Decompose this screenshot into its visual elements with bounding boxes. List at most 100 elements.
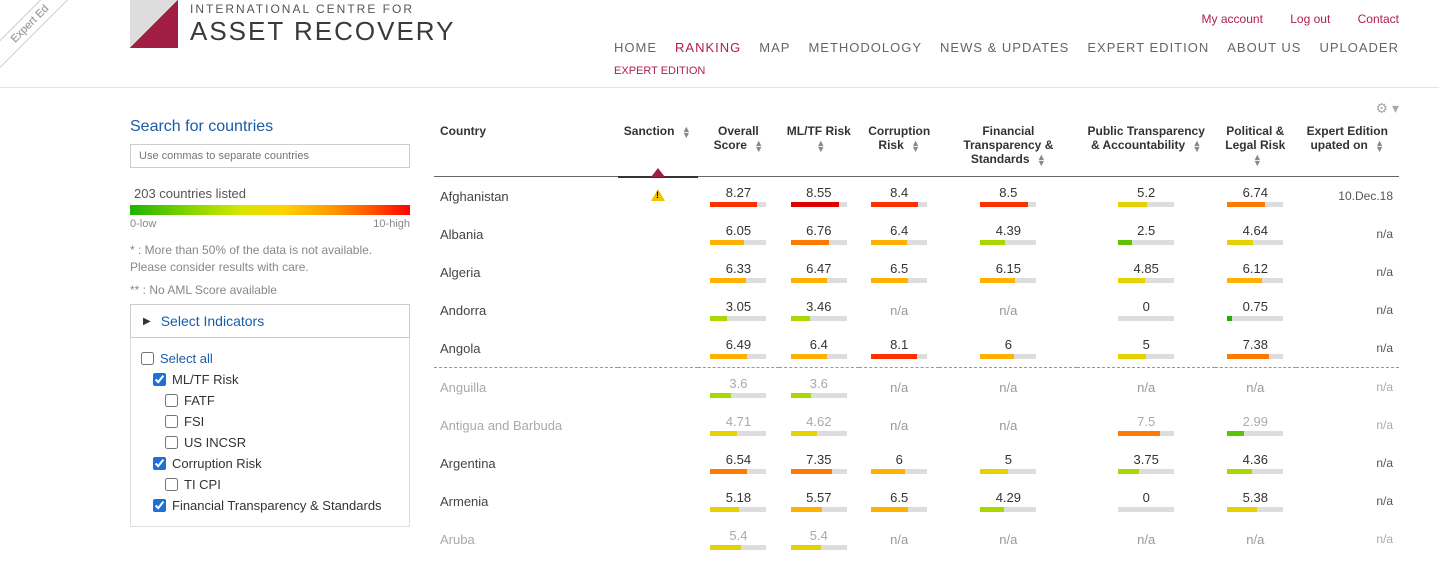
nav-expert-edition[interactable]: EXPERT EDITION (1087, 40, 1209, 55)
nav-ranking[interactable]: RANKING (675, 40, 741, 55)
score-cell: 8.5 (939, 177, 1077, 216)
fatf-label: FATF (184, 393, 215, 408)
na-value: n/a (999, 532, 1017, 547)
select-all-checkbox[interactable] (141, 352, 154, 365)
na-value: n/a (1246, 380, 1264, 395)
nav-home[interactable]: HOME (614, 40, 657, 55)
table-row[interactable]: Angola6.496.48.1657.38n/a (434, 329, 1399, 368)
score-cell: 5.57 (779, 482, 859, 520)
score-cell: 5.38 (1215, 482, 1295, 520)
table-row[interactable]: Anguilla3.63.6n/an/an/an/an/a (434, 368, 1399, 407)
mltf-checkbox[interactable] (153, 373, 166, 386)
nav-news-updates[interactable]: NEWS & UPDATES (940, 40, 1069, 55)
score-cell: 6.47 (779, 253, 859, 291)
col-header[interactable]: Financial Transparency & Standards ▲▼ (939, 118, 1077, 177)
sidebar: Search for countries 203 countries liste… (130, 118, 410, 558)
usincsr-label: US INCSR (184, 435, 246, 450)
sort-icon[interactable]: ▲▼ (1193, 140, 1202, 152)
table-row[interactable]: Aruba5.45.4n/an/an/an/an/a (434, 520, 1399, 558)
score-cell: 3.75 (1077, 444, 1215, 482)
col-header[interactable]: Political & Legal Risk ▲▼ (1215, 118, 1295, 177)
country-name: Aruba (440, 532, 475, 547)
table-row[interactable]: Andorra3.053.46n/an/a00.75n/a (434, 291, 1399, 329)
col-header[interactable]: Public Transparency & Accountability ▲▼ (1077, 118, 1215, 177)
logout-link[interactable]: Log out (1290, 12, 1330, 26)
fsi-checkbox[interactable] (165, 415, 178, 428)
my-account-link[interactable]: My account (1202, 12, 1263, 26)
warning-icon (651, 189, 665, 201)
country-name: Argentina (440, 456, 496, 471)
col-header[interactable]: ML/TF Risk ▲▼ (779, 118, 859, 177)
score-cell: 6 (939, 329, 1077, 368)
user-links: My account Log out Contact (614, 0, 1399, 26)
na-value: n/a (890, 303, 908, 318)
score-cell: 6.54 (698, 444, 778, 482)
footnote-2: ** : No AML Score available (130, 282, 410, 299)
table-row[interactable]: Argentina6.547.35653.754.36n/a (434, 444, 1399, 482)
col-header[interactable]: Country (434, 118, 618, 177)
na-value: n/a (999, 303, 1017, 318)
sort-icon[interactable]: ▲▼ (911, 140, 920, 152)
score-cell: 6.4 (859, 215, 939, 253)
country-name: Armenia (440, 494, 488, 509)
score-cell: 6.74 (1215, 177, 1295, 216)
score-cell: 3.6 (779, 368, 859, 407)
nav-about-us[interactable]: ABOUT US (1227, 40, 1301, 55)
table-row[interactable]: Armenia5.185.576.54.2905.38n/a (434, 482, 1399, 520)
ranking-table: CountrySanction ▲▼Overall Score ▲▼ML/TF … (434, 118, 1399, 558)
score-cell: 5.18 (698, 482, 778, 520)
main-nav: HOME RANKING MAP METHODOLOGY NEWS & UPDATES E… (614, 40, 1399, 55)
chevron-right-icon: ▶ (143, 316, 151, 327)
score-cell: 8.55 (779, 177, 859, 216)
table-row[interactable]: Afghanistan8.278.558.48.55.26.7410.Dec.1… (434, 177, 1399, 216)
ticpi-checkbox[interactable] (165, 478, 178, 491)
sort-icon[interactable]: ▲▼ (754, 140, 763, 152)
table-row[interactable]: Albania6.056.766.44.392.54.64n/a (434, 215, 1399, 253)
search-title: Search for countries (130, 118, 410, 136)
gear-icon[interactable]: ⚙ ▾ (1376, 100, 1399, 117)
usincsr-checkbox[interactable] (165, 436, 178, 449)
sort-icon[interactable]: ▲▼ (682, 126, 691, 138)
table-row[interactable]: Antigua and Barbuda4.714.62n/an/a7.52.99… (434, 406, 1399, 444)
score-cell: 8.1 (859, 329, 939, 368)
footnote-1: * : More than 50% of the data is not ava… (130, 242, 410, 276)
sort-icon[interactable]: ▲▼ (1375, 140, 1384, 152)
score-cell: 7.35 (779, 444, 859, 482)
score-cell: 4.29 (939, 482, 1077, 520)
score-cell: 2.99 (1215, 406, 1295, 444)
logo[interactable]: INTERNATIONAL CENTRE FOR ASSET RECOVERY (130, 0, 455, 48)
table-row[interactable]: Algeria6.336.476.56.154.856.12n/a (434, 253, 1399, 291)
indicator-panel: Select all ML/TF Risk FATF FSI US INCSR … (130, 338, 410, 527)
header: INTERNATIONAL CENTRE FOR ASSET RECOVERY … (0, 0, 1439, 88)
fatf-checkbox[interactable] (165, 394, 178, 407)
subnav-expert[interactable]: EXPERT EDITION (614, 65, 1399, 77)
search-input[interactable] (130, 144, 410, 168)
col-header[interactable]: Sanction ▲▼ (618, 118, 698, 177)
col-header[interactable]: Expert Edition upated on ▲▼ (1296, 118, 1399, 177)
col-header[interactable]: Corruption Risk ▲▼ (859, 118, 939, 177)
country-name: Albania (440, 227, 483, 242)
sort-icon[interactable]: ▲▼ (1037, 154, 1046, 166)
na-value: n/a (890, 380, 908, 395)
nav-map[interactable]: MAP (759, 40, 790, 55)
score-cell: 4.85 (1077, 253, 1215, 291)
date-cell: n/a (1296, 329, 1399, 368)
mltf-label: ML/TF Risk (172, 372, 238, 387)
date-cell: n/a (1296, 444, 1399, 482)
country-count: 203 countries listed (134, 186, 410, 201)
sort-icon[interactable]: ▲▼ (816, 140, 825, 152)
select-indicators-toggle[interactable]: ▶ Select Indicators (130, 304, 410, 338)
sort-icon[interactable]: ▲▼ (1253, 154, 1262, 166)
nav-methodology[interactable]: METHODOLOGY (808, 40, 922, 55)
table-container: ⚙ ▾ CountrySanction ▲▼Overall Score ▲▼ML… (434, 118, 1399, 558)
fintrans-checkbox[interactable] (153, 499, 166, 512)
score-cell: 3.05 (698, 291, 778, 329)
date-cell: n/a (1296, 253, 1399, 291)
corruption-checkbox[interactable] (153, 457, 166, 470)
score-cell: 5.4 (698, 520, 778, 558)
col-header[interactable]: Overall Score ▲▼ (698, 118, 778, 177)
nav-uploader[interactable]: UPLOADER (1319, 40, 1399, 55)
contact-link[interactable]: Contact (1358, 12, 1399, 26)
select-all-label[interactable]: Select all (160, 351, 213, 366)
risk-scale-bar (130, 205, 410, 215)
